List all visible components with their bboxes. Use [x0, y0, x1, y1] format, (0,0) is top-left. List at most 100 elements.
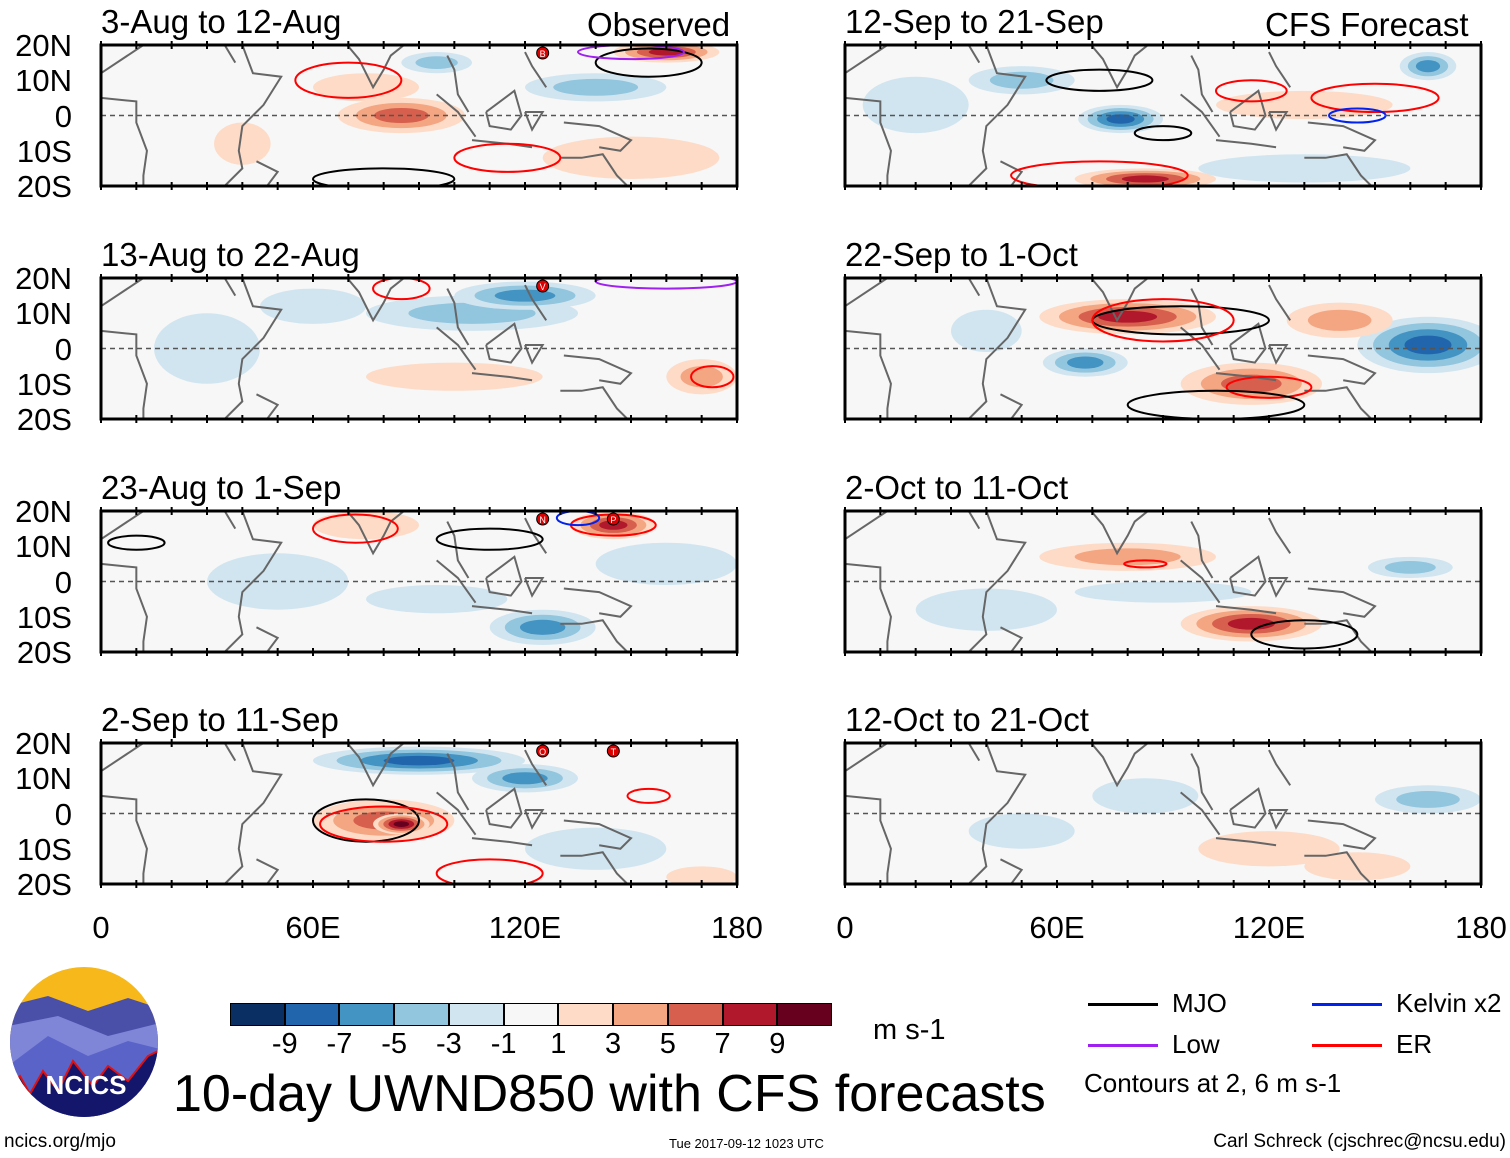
coastline: [1180, 326, 1221, 371]
storm-marker: [536, 512, 550, 526]
coastline: [223, 743, 283, 884]
coastline: [524, 343, 545, 365]
y-tick-label: 0: [54, 98, 72, 134]
colorbar-tick-label: 1: [550, 1028, 567, 1060]
y-tick-label: 10N: [15, 63, 72, 99]
ncics-logo: NCICS: [10, 967, 158, 1117]
contour-er: [1215, 79, 1288, 103]
colorbar-tick-label: -9: [271, 1028, 298, 1060]
coastline: [223, 278, 237, 297]
panel-title: 22-Sep to 1-Oct: [845, 236, 1078, 273]
coastline: [1000, 160, 1024, 186]
coastline: [524, 517, 548, 554]
anomaly-region: [366, 362, 543, 391]
contour-er: [1225, 375, 1313, 399]
storm-marker: [536, 279, 550, 293]
coastline: [223, 45, 283, 186]
coastline: [101, 329, 148, 419]
panel-title: 12-Oct to 21-Oct: [845, 701, 1089, 738]
y-tick-label: 10S: [16, 366, 72, 402]
map-panel: [843, 41, 1483, 190]
coastline: [101, 743, 144, 773]
footer-url: ncics.org/mjo: [4, 1131, 116, 1152]
anomaly-region: [1307, 309, 1372, 331]
coastline: [1268, 51, 1292, 88]
coastline: [967, 45, 981, 64]
coastline: [1229, 89, 1267, 131]
coastline: [1190, 753, 1214, 811]
anomaly-region: [1227, 617, 1275, 630]
coastline: [1304, 619, 1373, 652]
coastline: [845, 96, 892, 186]
legend-label: ER: [1396, 1029, 1433, 1059]
y-tick-label: 20N: [15, 261, 72, 296]
contour-er: [294, 61, 403, 99]
anomaly-region: [393, 821, 410, 827]
y-tick-label: 0: [54, 796, 72, 832]
storm-label: O: [539, 747, 546, 757]
coastline: [1089, 45, 1150, 90]
y-tick-label: 20S: [16, 169, 72, 204]
colorbar-tick-label: -3: [436, 1028, 462, 1060]
coastline: [485, 787, 523, 829]
contour-er: [690, 365, 735, 389]
map-panel: [843, 507, 1483, 656]
y-tick-label: 0: [54, 564, 72, 600]
panel-title: 23-Aug to 1-Sep: [101, 469, 342, 506]
coastline: [524, 749, 548, 786]
colorbar-tick-label: 5: [659, 1028, 676, 1060]
coastline: [1268, 110, 1289, 132]
anomaly-region: [595, 542, 737, 586]
coastline: [563, 354, 633, 385]
storm-label: V: [540, 282, 546, 292]
anomaly-region: [1396, 790, 1460, 808]
contour-er: [1010, 160, 1189, 186]
anomaly-region: [915, 588, 1057, 631]
legend-line: [1088, 1044, 1158, 1047]
y-tick-label: 20S: [16, 635, 72, 670]
y-tick-label: 20N: [15, 28, 72, 63]
coastline: [436, 559, 477, 604]
coastline: [1229, 555, 1267, 597]
colorbar-swatch: [503, 1003, 559, 1026]
storm-label: T: [611, 747, 617, 757]
coastline: [967, 743, 1027, 884]
contour-er: [372, 278, 431, 301]
coastline: [223, 743, 237, 762]
coastline: [1000, 393, 1024, 419]
contour-er: [1123, 559, 1168, 569]
coastline: [560, 386, 629, 419]
coastline: [967, 511, 981, 530]
anomaly-region: [1092, 778, 1199, 814]
coastline: [1190, 521, 1214, 579]
anomaly-region: [1198, 154, 1411, 183]
coastline: [223, 45, 237, 64]
coastline: [1000, 626, 1024, 652]
coastline: [256, 393, 280, 419]
coastline: [560, 619, 629, 652]
colorbar-swatch: [448, 1003, 504, 1026]
colorbar-units: m s-1: [873, 1014, 946, 1046]
contour-er: [435, 858, 544, 884]
anomaly-region: [862, 76, 969, 134]
anomaly-region: [313, 73, 419, 102]
x-tick-label: 120E: [488, 910, 562, 945]
coastline: [1307, 587, 1377, 618]
anomaly-region: [383, 755, 455, 766]
contour-mjo: [107, 534, 166, 551]
colorbar-tick-label: -7: [326, 1028, 353, 1060]
coastline: [524, 576, 545, 598]
anomaly-region: [494, 289, 556, 302]
coastline: [1215, 139, 1277, 149]
column-label-observed: Observed: [587, 6, 731, 43]
anomaly-region: [366, 585, 508, 614]
coastline: [845, 329, 892, 419]
colorbar-tick-label: 7: [714, 1028, 731, 1060]
x-tick-label: 180: [711, 910, 763, 945]
coastline: [1180, 791, 1221, 836]
coastline: [345, 743, 406, 788]
coastline: [1268, 517, 1292, 554]
coastline: [845, 278, 888, 308]
x-tick-label: 60E: [1029, 910, 1085, 945]
